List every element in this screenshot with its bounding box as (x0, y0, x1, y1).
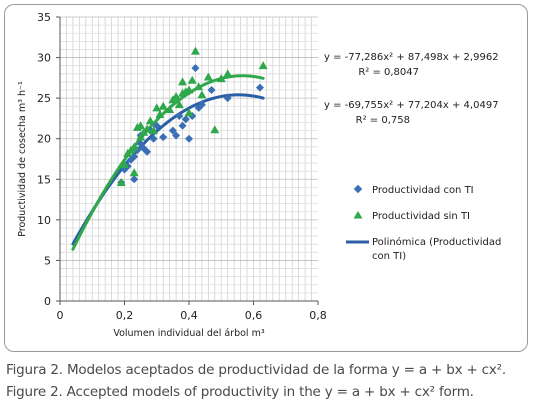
x-axis-label: Volumen individual del árbol m³ (113, 328, 265, 339)
point-con-ti (130, 152, 139, 161)
point-sin-ti (178, 77, 188, 86)
x-tick-label: 0,8 (309, 309, 327, 322)
grid (60, 16, 318, 301)
point-con-ti (178, 121, 187, 130)
point-con-ti (175, 111, 184, 120)
point-con-ti (191, 64, 200, 73)
x-tick-label: 0 (57, 309, 64, 322)
point-sin-ti (145, 116, 155, 125)
point-sin-ti (197, 90, 207, 99)
point-sin-ti (155, 109, 165, 118)
y-tick-label: 20 (37, 133, 51, 146)
point-sin-ti (120, 160, 129, 169)
point-sin-ti (136, 121, 146, 130)
point-sin-ti (190, 46, 200, 55)
point-con-ti (143, 147, 152, 156)
point-sin-ti (258, 61, 268, 70)
y-tick-label: 10 (37, 214, 51, 227)
y-tick-label: 15 (37, 173, 51, 186)
x-ticks: 0 0,2 0,4 0,6 0,8 (57, 301, 327, 322)
y-axis-label: Productividad de cosecha m³ h⁻¹ (17, 81, 28, 237)
point-con-ti (181, 115, 190, 124)
data-points (116, 46, 268, 187)
point-con-ti (223, 94, 232, 103)
point-con-ti (152, 121, 161, 130)
point-sin-ti (187, 75, 197, 84)
point-sin-ti (184, 108, 194, 117)
point-sin-ti (174, 100, 184, 109)
point-con-ti (197, 100, 206, 109)
point-con-ti (136, 139, 145, 148)
point-sin-ti (142, 124, 152, 133)
point-sin-ti (184, 85, 194, 94)
x-tick-label: 0,2 (116, 309, 134, 322)
legend: Productividad con TI Productividad sin T… (346, 184, 501, 262)
point-sin-ti (223, 69, 233, 78)
point-con-ti (168, 126, 177, 135)
y-tick-label: 25 (37, 92, 51, 105)
legend-marker-con-ti (353, 184, 363, 194)
equation-sin-ti: y = -77,286x² + 87,498x + 2,9962 (324, 52, 499, 63)
caption-english: Figure 2. Accepted models of productivit… (6, 384, 474, 400)
point-con-ti (149, 134, 158, 143)
point-sin-ti (171, 92, 181, 101)
legend-label-polinomica-line2: con TI) (372, 251, 406, 262)
equation-con-ti: y = -69,755x² + 77,204x + 4,0497 (324, 100, 499, 111)
x-tick-label: 0,4 (180, 309, 198, 322)
legend-label-sin-ti: Productividad sin TI (372, 211, 470, 222)
point-sin-ti (165, 105, 175, 114)
x-tick-label: 0,6 (245, 309, 263, 322)
r2-sin-ti: R² = 0,8047 (358, 67, 419, 78)
y-tick-label: 5 (44, 254, 51, 267)
point-con-ti (255, 83, 264, 92)
point-sin-ti (194, 82, 204, 91)
point-sin-ti (149, 126, 159, 135)
point-con-ti (172, 131, 181, 140)
point-sin-ti (216, 74, 226, 83)
y-ticks: 0 5 10 15 20 25 30 35 (37, 11, 60, 308)
y-tick-label: 35 (37, 11, 51, 24)
point-sin-ti (136, 132, 146, 141)
point-con-ti (159, 133, 168, 142)
point-sin-ti (129, 142, 139, 151)
point-con-ti (207, 86, 216, 95)
chart: 0 5 10 15 20 25 30 35 0 0,2 0,4 0,6 0,8 Volumen ind… (17, 11, 501, 339)
y-tick-label: 30 (37, 52, 51, 65)
point-sin-ti (116, 178, 126, 187)
y-tick-label: 0 (44, 295, 51, 308)
point-con-ti (130, 175, 139, 184)
legend-label-polinomica-line1: Polinómica (Productividad (372, 236, 501, 248)
point-sin-ti (203, 72, 213, 81)
point-sin-ti (129, 168, 139, 177)
legend-label-con-ti: Productividad con TI (372, 185, 474, 196)
legend-marker-sin-ti (353, 211, 363, 219)
point-sin-ti (158, 101, 168, 110)
caption-spanish: Figura 2. Modelos aceptados de productiv… (6, 362, 506, 378)
point-con-ti (185, 134, 193, 143)
r2-con-ti: R² = 0,758 (356, 115, 410, 126)
point-sin-ti (210, 125, 220, 134)
